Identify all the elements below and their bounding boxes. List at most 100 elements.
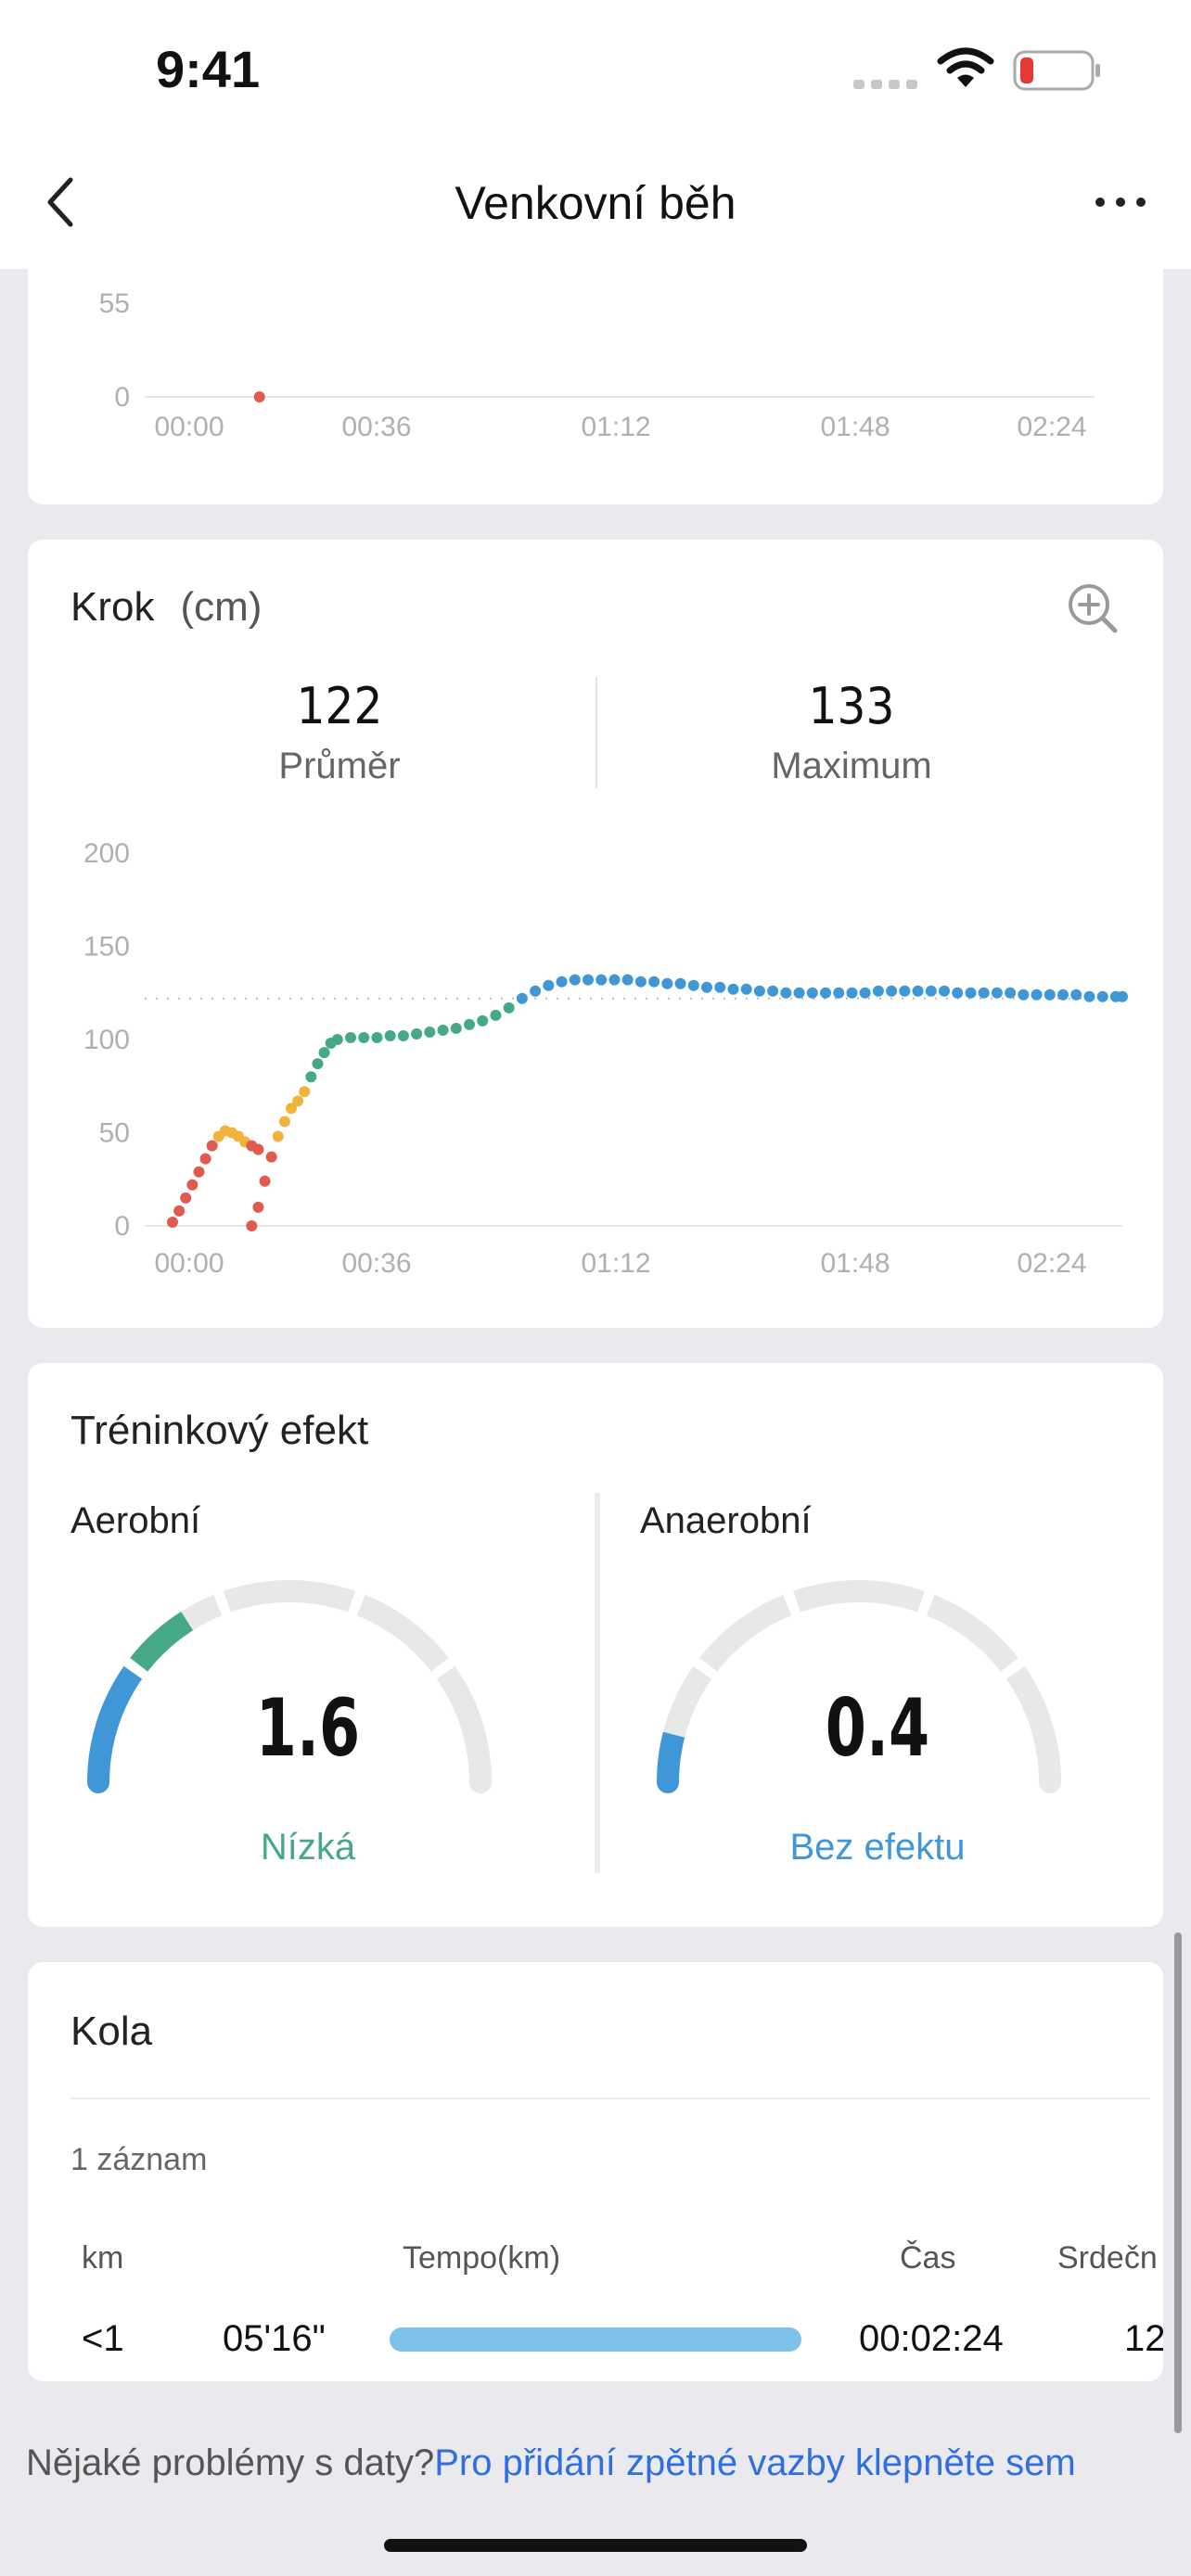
data-point — [384, 1029, 396, 1041]
aerobic-label: Aerobní — [70, 1500, 201, 1541]
data-point — [286, 1103, 297, 1115]
gauge-divider — [595, 1493, 600, 1873]
header-pace: Tempo(km) — [403, 2240, 561, 2276]
y-tick-label: 150 — [83, 932, 130, 963]
lap-km: <1 — [82, 2318, 124, 2359]
x-tick-label: 01:12 — [581, 1248, 650, 1279]
gauge-track-segment — [699, 1594, 792, 1672]
feedback-link[interactable]: Pro přidání zpětné vazby klepněte sem — [434, 2442, 1076, 2483]
data-point — [569, 974, 581, 986]
data-point — [305, 1071, 317, 1083]
gauge-start-cap — [657, 1771, 679, 1793]
zoom-in-icon[interactable] — [1065, 580, 1121, 636]
stride-average-value: 122 — [296, 677, 383, 735]
data-point — [793, 987, 805, 999]
gauge-track-segment — [792, 1579, 926, 1613]
data-point — [490, 1009, 502, 1021]
header-heart-rate: Srdečn — [1057, 2240, 1158, 2276]
data-point — [780, 987, 792, 999]
gauge-track-segment — [926, 1594, 1018, 1672]
anaerobic-status: Bez efektu — [789, 1827, 966, 1868]
data-point — [1018, 988, 1030, 1001]
gauge-end-cap — [1039, 1771, 1061, 1793]
data-point — [530, 985, 542, 997]
data-point — [193, 1166, 205, 1178]
x-tick-label: 02:24 — [1017, 1248, 1086, 1279]
data-point — [464, 1018, 475, 1030]
x-tick-label: 00:00 — [154, 1248, 224, 1279]
data-point — [358, 1031, 370, 1043]
laps-title: Kola — [70, 2009, 153, 2054]
data-point — [424, 1026, 436, 1038]
stride-average-label: Průměr — [278, 746, 401, 786]
data-point — [674, 977, 686, 989]
data-point — [767, 985, 779, 997]
data-point — [345, 1031, 356, 1043]
data-point — [477, 1014, 489, 1027]
data-point — [1031, 988, 1043, 1001]
data-point — [167, 1216, 178, 1228]
data-point — [701, 981, 712, 993]
x-tick-label: 00:36 — [341, 412, 411, 442]
data-point — [886, 985, 898, 997]
status-bar: 9:41 — [0, 0, 1191, 139]
data-point — [516, 992, 528, 1004]
data-point — [299, 1086, 311, 1098]
data-point — [1005, 987, 1017, 999]
y-tick-label: 100 — [83, 1025, 130, 1055]
nav-bar: Venkovní běh — [0, 139, 1191, 269]
stride-max-label: Maximum — [771, 746, 932, 786]
data-point — [1057, 988, 1069, 1001]
gauge-track-segment — [223, 1579, 356, 1613]
more-options-icon[interactable] — [1087, 174, 1154, 230]
scrollbar[interactable] — [1174, 1932, 1182, 2433]
gauge-fill-segment — [87, 1665, 143, 1783]
aerobic-gauge — [87, 1579, 492, 1793]
data-point — [608, 974, 621, 986]
data-point — [1117, 990, 1128, 1002]
data-point — [661, 977, 673, 989]
stride-title-row: Krok (cm) — [70, 584, 262, 631]
data-point — [312, 1058, 324, 1070]
x-tick-label: 02:24 — [1017, 412, 1086, 442]
gauge-fill-segment — [130, 1611, 194, 1672]
laps-divider — [70, 2098, 1150, 2099]
x-tick-label: 00:36 — [341, 1248, 411, 1279]
stride-title: Krok — [70, 584, 155, 630]
lap-heart-rate: 12 — [1124, 2318, 1163, 2359]
y-tick-label: 0 — [114, 382, 130, 413]
data-point — [292, 1095, 304, 1107]
data-point — [965, 987, 977, 999]
data-point — [925, 985, 937, 997]
previous-chart-card: 55 0 00:00 00:36 01:12 01:48 02:24 — [28, 269, 1163, 504]
data-point — [199, 1153, 211, 1165]
stride-chart: 200 150 100 50 0 00:00 00:36 01:12 01:48 02:24 — [83, 838, 1128, 1279]
lap-pace: 05'16" — [223, 2318, 326, 2359]
training-effect-title: Tréninkový efekt — [70, 1408, 369, 1453]
data-point — [740, 983, 752, 995]
data-point — [872, 985, 884, 997]
y-tick-label: 0 — [114, 1211, 130, 1242]
back-chevron-icon[interactable] — [37, 167, 93, 241]
y-tick-label: 200 — [83, 838, 130, 869]
anaerobic-label: Anaerobní — [640, 1500, 812, 1541]
data-point — [259, 1175, 271, 1187]
data-point — [543, 979, 555, 991]
home-indicator — [384, 2539, 807, 2552]
lap-time: 00:02:24 — [859, 2318, 1004, 2359]
battery-icon — [1013, 50, 1100, 91]
header-km: km — [82, 2240, 124, 2276]
gauge-track-segment — [436, 1665, 492, 1783]
data-point — [503, 1001, 515, 1014]
training-effect-card: Tréninkový efekt Aerobní Anaerobní 1.6 N… — [28, 1363, 1163, 1927]
data-point — [833, 987, 845, 999]
data-point — [556, 976, 568, 988]
data-point — [806, 987, 818, 999]
data-point — [753, 985, 765, 997]
data-point — [272, 1130, 284, 1142]
x-tick-label: 01:48 — [820, 412, 890, 442]
header-time: Čas — [900, 2240, 956, 2276]
data-point — [1070, 988, 1082, 1001]
x-tick-label: 01:48 — [820, 1248, 890, 1279]
page-title: Venkovní běh — [455, 177, 736, 229]
